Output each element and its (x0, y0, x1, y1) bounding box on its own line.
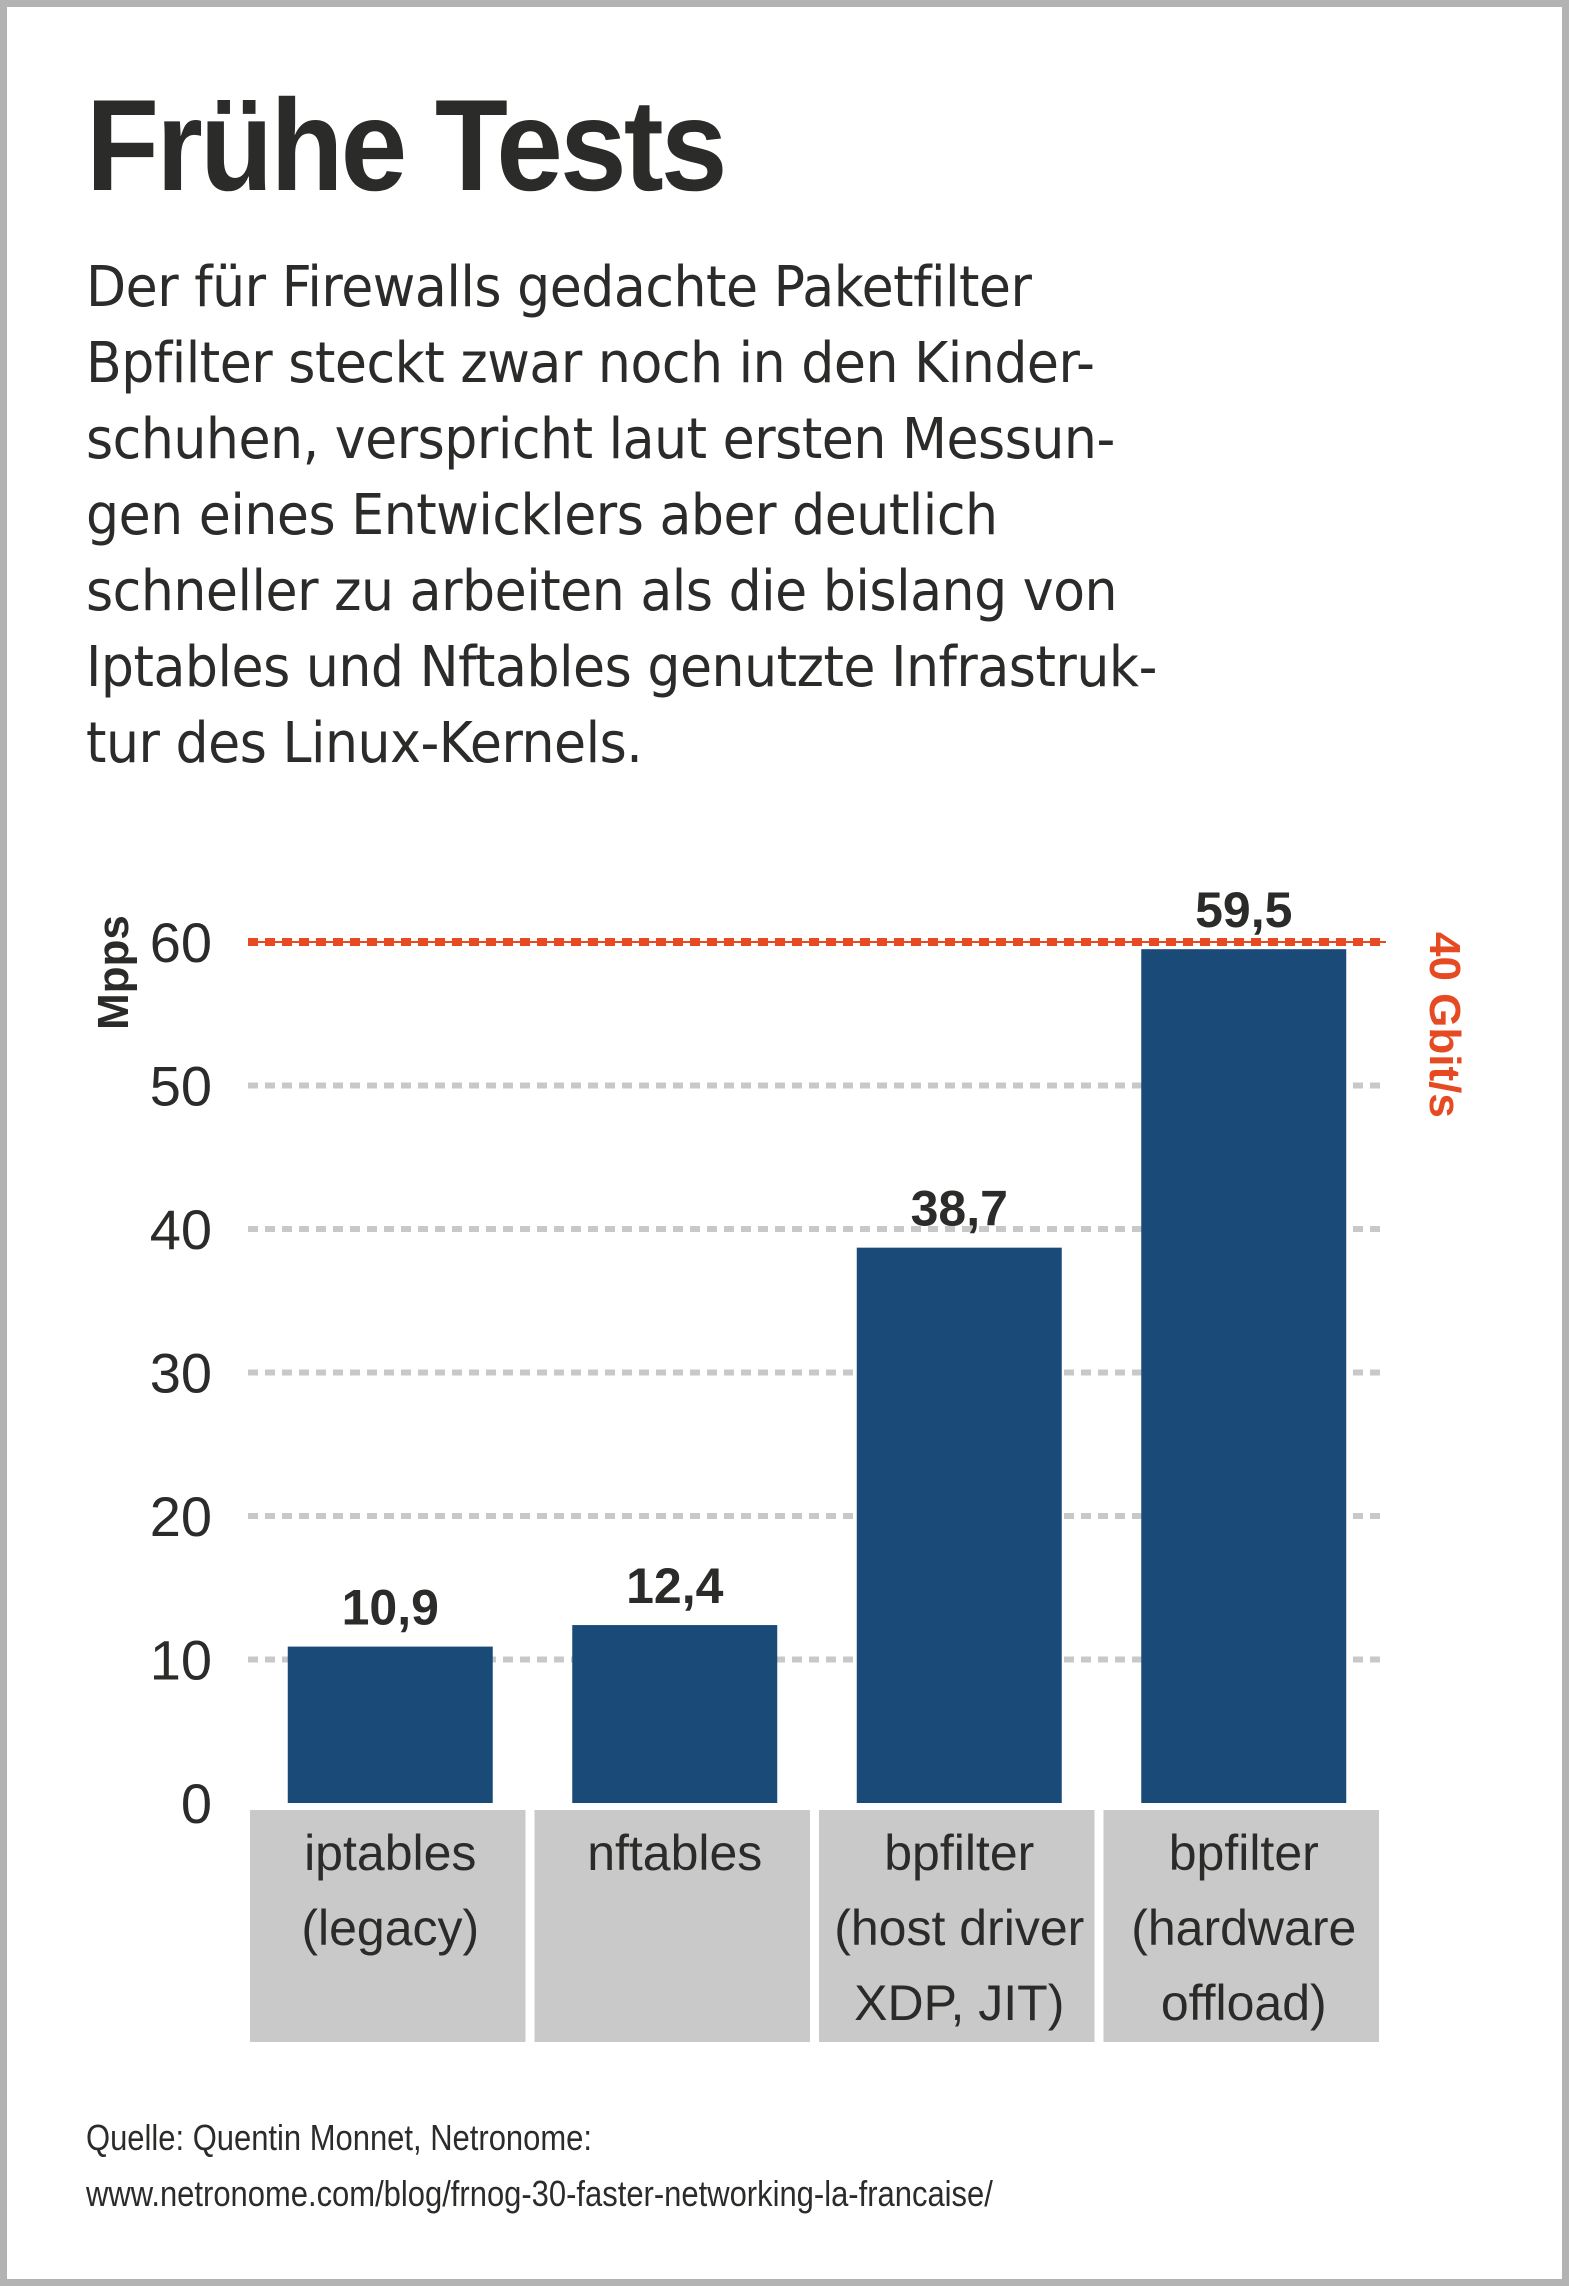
category-label: (host driver (834, 1900, 1084, 1956)
intro-line: gen eines Entwicklers aber deutlich (86, 483, 998, 548)
source-note: Quelle: Quentin Monnet, Netronome: www.n… (86, 2110, 993, 2222)
bar (287, 1646, 493, 1803)
value-label: 12,4 (626, 1558, 724, 1614)
bar (572, 1625, 778, 1803)
category-label: nftables (587, 1825, 762, 1881)
category-label: iptables (304, 1825, 476, 1881)
category-label: XDP, JIT) (854, 1975, 1064, 2031)
value-label: 10,9 (342, 1580, 439, 1636)
intro-line: Bpfilter steckt zwar noch in den Kinder- (86, 331, 1095, 396)
y-tick-label: 30 (150, 1342, 212, 1405)
category-box (534, 1810, 810, 2042)
intro-text: Der für Firewalls gedachte Paketfilter B… (86, 250, 1506, 782)
category-label: (hardware (1131, 1900, 1356, 1956)
value-labels: 10,9 12,4 38,7 59,5 (342, 882, 1293, 1635)
reference-line-group: 40 Gbit/s (248, 932, 1469, 1118)
y-tick-label: 0 (181, 1772, 212, 1835)
y-axis-ticks: 0 10 20 30 40 50 60 (150, 911, 212, 1835)
y-tick-label: 20 (150, 1485, 212, 1548)
category-label: offload) (1161, 1975, 1327, 2031)
bar (856, 1247, 1062, 1803)
y-tick-label: 10 (150, 1629, 212, 1692)
y-tick-label: 50 (150, 1055, 212, 1118)
page-title: Frühe Tests (86, 72, 727, 218)
category-label: (legacy) (301, 1900, 479, 1956)
intro-line: schneller zu arbeiten als die bislang vo… (86, 559, 1118, 624)
reference-line-label: 40 Gbit/s (1420, 932, 1469, 1118)
value-label: 38,7 (911, 1181, 1008, 1237)
value-label: 59,5 (1195, 882, 1292, 938)
category-box (250, 1810, 526, 2042)
intro-line: Iptables und Nftables genutzte Infrastru… (86, 635, 1157, 700)
category-label: bpfilter (884, 1825, 1034, 1881)
intro-line: Der für Firewalls gedachte Paketfilter (86, 255, 1032, 320)
y-axis-label: Mpps (89, 915, 138, 1030)
category-labels: iptables (legacy) nftables bpfilter (host dr… (250, 1810, 1379, 2042)
source-line: Quelle: Quentin Monnet, Netronome: (86, 2117, 592, 2158)
source-line: www.netronome.com/blog/frnog-30-faster-n… (86, 2173, 993, 2214)
category-label: bpfilter (1169, 1825, 1319, 1881)
intro-line: schuhen, verspricht laut ersten Messun- (86, 407, 1115, 472)
category-box (819, 1810, 1095, 2042)
intro-line: tur des Linux-Kernels. (86, 711, 643, 776)
y-tick-label: 40 (150, 1198, 212, 1261)
bar (1141, 949, 1347, 1803)
y-tick-label: 60 (150, 911, 212, 974)
bars (287, 949, 1347, 1803)
category-box (1103, 1810, 1379, 2042)
